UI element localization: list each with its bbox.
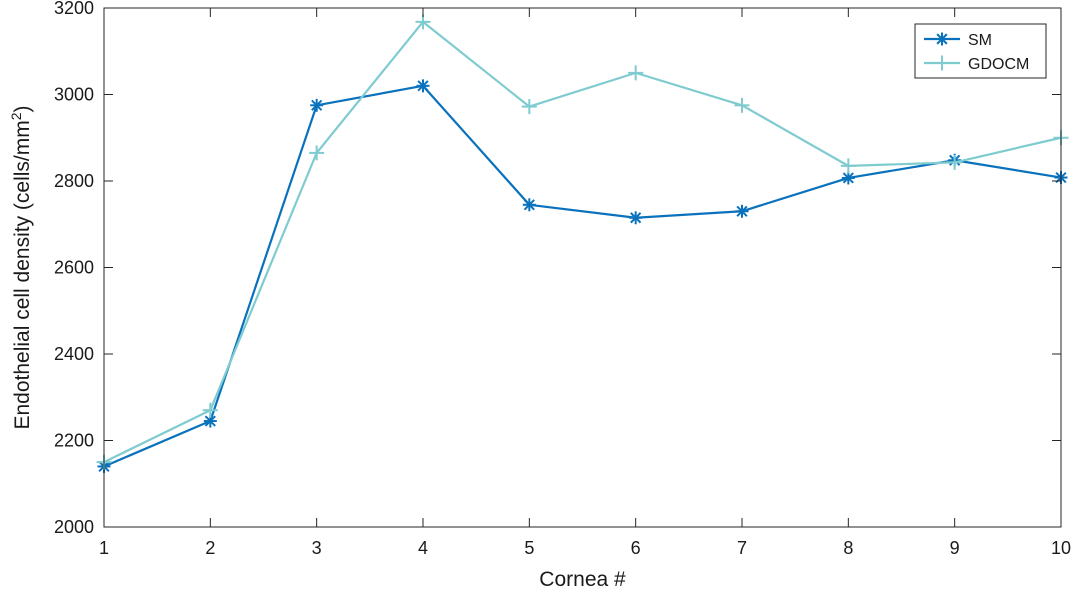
x-tick-label: 1	[99, 538, 109, 558]
x-tick-label: 3	[312, 538, 322, 558]
data-point-gdocm	[734, 97, 750, 113]
data-point-sm	[629, 211, 643, 225]
x-tick-label: 5	[524, 538, 534, 558]
data-point-gdocm	[628, 65, 644, 81]
y-axis-title: Endothelial cell density (cells/mm2)	[8, 105, 34, 429]
y-tick-label: 2200	[54, 431, 94, 451]
legend-label-sm: SM	[968, 32, 992, 49]
marker-sm-stroke	[311, 99, 323, 111]
legend-box	[914, 23, 1047, 79]
data-point-sm	[310, 98, 324, 112]
data-point-gdocm	[840, 158, 856, 174]
plot-area	[104, 8, 1061, 527]
x-tick-label: 4	[418, 538, 428, 558]
data-point-sm	[735, 204, 749, 218]
series-line-gdocm	[103, 20, 1062, 464]
x-axis-title: Cornea #	[539, 568, 626, 591]
data-point-gdocm	[309, 145, 325, 161]
legend-entry-gdocm: GDOCM	[924, 55, 1029, 73]
x-tick-label: 6	[631, 538, 641, 558]
data-point-gdocm	[947, 154, 963, 170]
y-tick-label: 2800	[54, 171, 94, 191]
marker-sm-stroke	[417, 80, 429, 92]
y-axis-title-superscript: 2	[8, 112, 24, 120]
x-tick-label: 9	[950, 538, 960, 558]
plot-background	[104, 8, 1061, 527]
series-line-sm	[103, 84, 1062, 468]
axes-layer: 1 2 3 4 5 6 7 8 9 10 2000 2200 2400 2600 2800 3000 3200	[54, 0, 1071, 558]
x-tick-label: 2	[205, 538, 215, 558]
marker-sm-stroke	[523, 199, 535, 211]
legend-entry-sm: SM	[924, 32, 992, 49]
y-tick-label: 2000	[54, 517, 94, 537]
marker-sm-stroke	[842, 172, 854, 184]
y-tick-label: 2400	[54, 344, 94, 364]
y-tick-label: 3000	[54, 85, 94, 105]
marker-sm-stroke	[736, 205, 748, 217]
x-tick-label: 7	[737, 538, 747, 558]
x-tick-label: 8	[843, 538, 853, 558]
data-point-sm	[416, 79, 430, 93]
legend-label-gdocm: GDOCM	[968, 56, 1029, 73]
y-axis-title-main: Endothelial cell density (cells/mm	[11, 120, 34, 429]
y-axis-title-close: )	[11, 105, 34, 112]
x-tick-label: 10	[1051, 538, 1071, 558]
marker-sm-stroke	[204, 415, 216, 427]
y-tick-label: 2600	[54, 258, 94, 278]
y-tick-label: 3200	[54, 0, 94, 18]
data-point-sm	[522, 198, 536, 212]
legend: SM GDOCM	[914, 23, 1047, 79]
legend-marker-sm-stroke	[936, 33, 948, 45]
data-point-sm	[841, 171, 855, 185]
marker-sm-stroke	[630, 212, 642, 224]
data-point-gdocm	[202, 402, 218, 418]
data-point-gdocm	[521, 99, 537, 115]
